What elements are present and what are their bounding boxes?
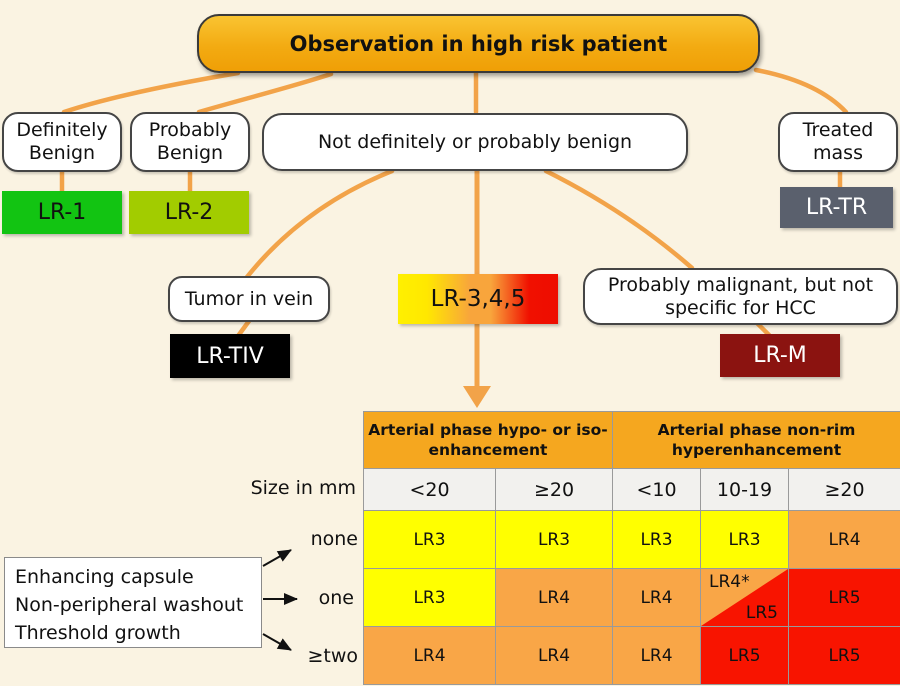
size-col-header: <10 [612,468,701,511]
size-col-header: ≥20 [495,468,613,511]
table-cell: LR4 [363,626,496,685]
table-cell: LR4 [495,568,613,627]
group-header-hypo-iso: Arterial phase hypo- or iso- enhancement [363,411,613,469]
node-probably-malignant: Probably malignant, but not specific for… [583,268,898,325]
table-cell: LR3 [700,510,789,569]
wire-root-to-probably-benign [196,71,334,115]
row-label-one: one [318,587,354,609]
table-cell: LR4 [612,568,701,627]
table-cell: LR5 [787,626,900,685]
root-node: Observation in high risk patient [197,14,760,73]
table-cell: LR4 [495,626,613,685]
size-col-header: <20 [363,468,496,511]
major-features-box: Enhancing capsule Non-peripheral washout… [4,557,262,648]
wire-not-benign-to-probably-malignant [543,168,695,271]
table-cell: LR3 [363,568,496,627]
group-header-nonrim-hyper: Arterial phase non-rim hyperenhancement [611,411,900,469]
wire-not-benign-to-tumor-in-vein [244,168,395,280]
table-cell: LR4 [612,626,701,685]
code-lrm: LR-M [720,334,840,377]
down-arrowhead-icon [463,386,491,408]
node-not-benign: Not definitely or probably benign [262,113,688,171]
row-label-two: ≥two [307,645,358,667]
size-in-mm-label: Size in mm [250,477,356,499]
size-col-header: ≥20 [787,468,900,511]
code-lr2: LR-2 [129,191,249,234]
table-cell: LR3 [612,510,701,569]
wire-root-to-definitely-benign [61,70,241,115]
split-cell-lr5-label: LR5 [745,603,778,623]
table-cell: LR4 [787,510,900,569]
lirads-decision-table: Arterial phase hypo- or iso- enhancement… [363,411,900,685]
code-lrtiv: LR-TIV [170,334,290,378]
arrow-legend-to-none-icon [262,549,292,567]
wire-root-to-treated-mass [753,67,849,115]
feature-non-peripheral-washout: Non-peripheral washout [15,594,244,616]
arrow-legend-to-two-icon [262,633,292,651]
feature-threshold-growth: Threshold growth [15,622,181,644]
table-cell-split-lr4-lr5: LR4* LR5 [700,568,789,627]
node-probably-benign: Probably Benign [130,112,250,172]
table-cell: LR5 [787,568,900,627]
table-cell: LR5 [700,626,789,685]
split-cell-lr4-label: LR4* [709,572,750,592]
table-cell: LR3 [363,510,496,569]
table-cell: LR3 [495,510,613,569]
code-lrtr: LR-TR [780,187,893,228]
node-definitely-benign: Definitely Benign [2,112,122,172]
size-col-header: 10-19 [700,468,789,511]
row-label-none: none [310,528,358,550]
code-lr1: LR-1 [2,191,122,234]
feature-enhancing-capsule: Enhancing capsule [15,566,194,588]
wire-probably-malignant-to-lrm [754,320,772,338]
node-tumor-in-vein: Tumor in vein [168,276,330,322]
node-treated-mass: Treated mass [778,112,898,172]
wire-tumor-in-vein-to-lrtiv [235,318,252,339]
node-lr345: LR-3,4,5 [398,274,558,324]
